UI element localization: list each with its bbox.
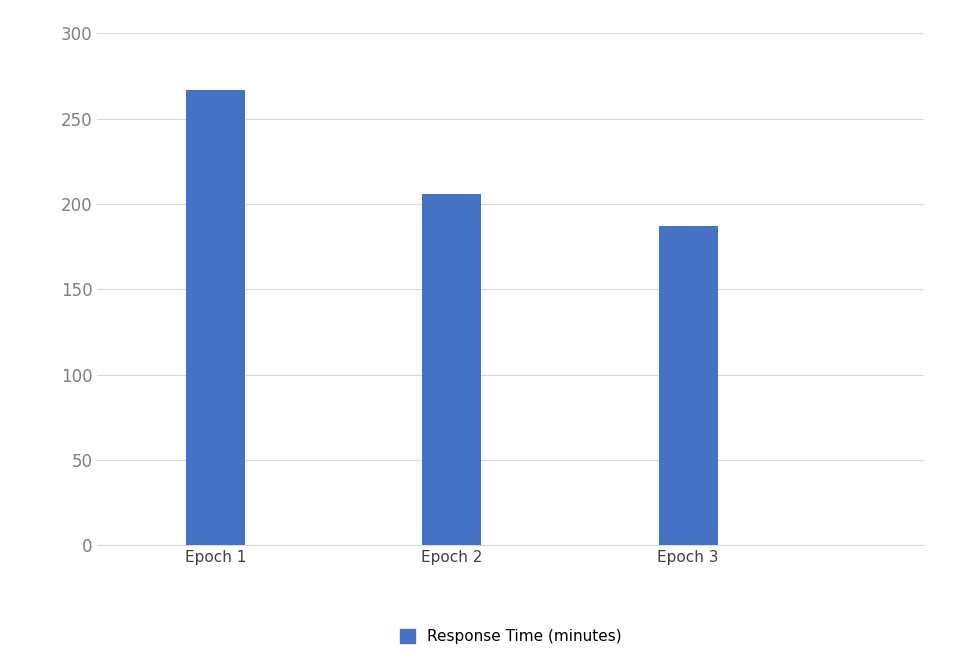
Legend: Response Time (minutes): Response Time (minutes) <box>394 623 628 650</box>
Bar <box>186 90 245 545</box>
Bar <box>659 226 718 545</box>
Bar <box>422 194 482 545</box>
